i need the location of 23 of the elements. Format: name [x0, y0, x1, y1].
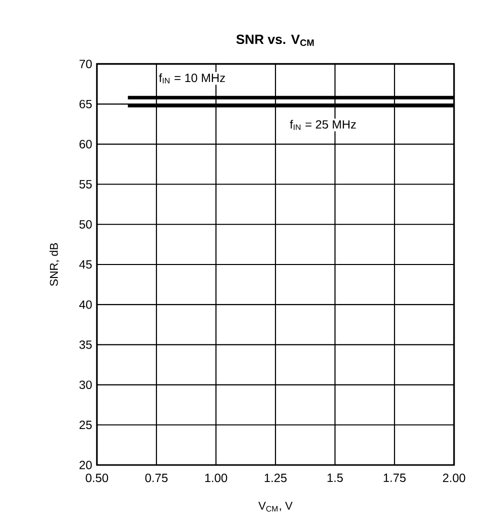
x-tick-label: 1.00 [205, 474, 228, 482]
x-tick-label: 0.75 [145, 474, 168, 482]
y-tick-label: 65 [80, 100, 92, 108]
y-tick-label: 55 [80, 180, 92, 188]
y-tick-label: 25 [80, 420, 92, 430]
y-tick-label: 70 [80, 60, 92, 68]
y-tick-label: 40 [79, 300, 92, 309]
x-tick-label: 1.5 [328, 474, 343, 482]
x-axis-title: V$_{CM}$, V [258, 502, 293, 512]
y-tick-label: 45 [79, 260, 92, 269]
y-tick-label: 35 [80, 340, 92, 349]
y-tick-label: 50 [80, 220, 92, 229]
series-label: f$_{IN}$ = 25 MHz [290, 120, 356, 130]
y-tick-label: 60 [80, 140, 92, 148]
x-tick-label: 2.00 [443, 474, 466, 482]
chart-title: SNR vs. V$_{CM}$ [236, 34, 314, 46]
x-tick-label: 1.25 [264, 474, 287, 482]
y-axis-title: SNR, dB [50, 243, 60, 286]
x-tick-label: 1.75 [384, 474, 406, 482]
y-tick-label: 30 [80, 380, 92, 390]
x-tick-label: 0.50 [86, 474, 108, 482]
y-tick-label: 20 [80, 460, 92, 470]
series-label: f$_{IN}$ = 10 MHz [159, 73, 226, 84]
